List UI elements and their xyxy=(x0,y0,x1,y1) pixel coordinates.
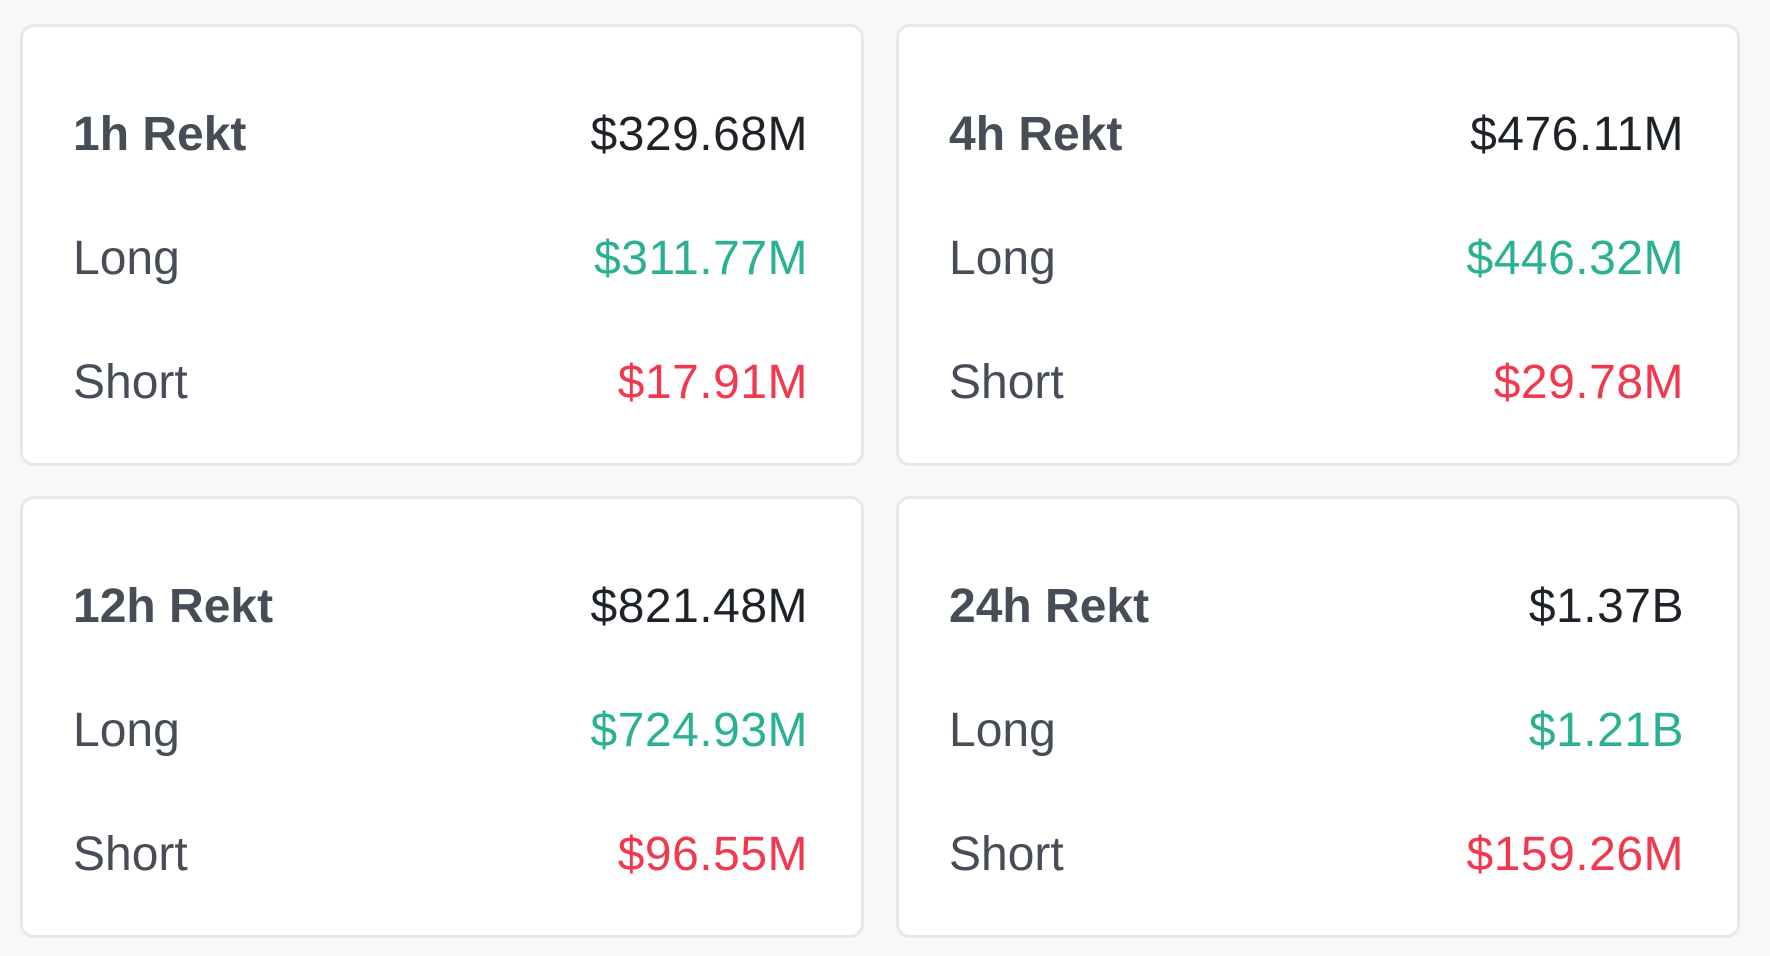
long-label: Long xyxy=(949,703,1056,757)
total-value: $1.37B xyxy=(1528,579,1684,633)
short-value: $29.78M xyxy=(1493,355,1684,409)
card-title: 24h Rekt xyxy=(949,579,1150,633)
long-value: $311.77M xyxy=(594,231,808,285)
long-row: Long $1.21B xyxy=(949,668,1684,792)
rekt-card-4h: 4h Rekt $476.11M Long $446.32M Short $29… xyxy=(896,24,1740,466)
short-value: $96.55M xyxy=(617,827,808,881)
short-row: Short $96.55M xyxy=(73,792,808,916)
short-label: Short xyxy=(949,355,1064,409)
long-value: $446.32M xyxy=(1466,231,1684,285)
rekt-card-12h: 12h Rekt $821.48M Long $724.93M Short $9… xyxy=(20,496,864,938)
long-label: Long xyxy=(73,703,180,757)
rekt-cards-grid: 1h Rekt $329.68M Long $311.77M Short $17… xyxy=(20,24,1740,938)
card-title: 4h Rekt xyxy=(949,107,1123,161)
total-row: 4h Rekt $476.11M xyxy=(949,72,1684,196)
short-label: Short xyxy=(73,827,188,881)
short-row: Short $159.26M xyxy=(949,792,1684,916)
total-value: $329.68M xyxy=(590,107,808,161)
short-value: $159.26M xyxy=(1466,827,1684,881)
rekt-card-24h: 24h Rekt $1.37B Long $1.21B Short $159.2… xyxy=(896,496,1740,938)
short-row: Short $17.91M xyxy=(73,320,808,444)
total-row: 24h Rekt $1.37B xyxy=(949,544,1684,668)
long-value: $724.93M xyxy=(590,703,808,757)
total-value: $476.11M xyxy=(1470,107,1684,161)
long-label: Long xyxy=(949,231,1056,285)
card-title: 12h Rekt xyxy=(73,579,274,633)
rekt-card-1h: 1h Rekt $329.68M Long $311.77M Short $17… xyxy=(20,24,864,466)
short-row: Short $29.78M xyxy=(949,320,1684,444)
long-value: $1.21B xyxy=(1528,703,1684,757)
card-title: 1h Rekt xyxy=(73,107,247,161)
total-row: 1h Rekt $329.68M xyxy=(73,72,808,196)
short-value: $17.91M xyxy=(617,355,808,409)
total-row: 12h Rekt $821.48M xyxy=(73,544,808,668)
total-value: $821.48M xyxy=(590,579,808,633)
short-label: Short xyxy=(73,355,188,409)
short-label: Short xyxy=(949,827,1064,881)
long-row: Long $446.32M xyxy=(949,196,1684,320)
long-row: Long $311.77M xyxy=(73,196,808,320)
long-row: Long $724.93M xyxy=(73,668,808,792)
long-label: Long xyxy=(73,231,180,285)
